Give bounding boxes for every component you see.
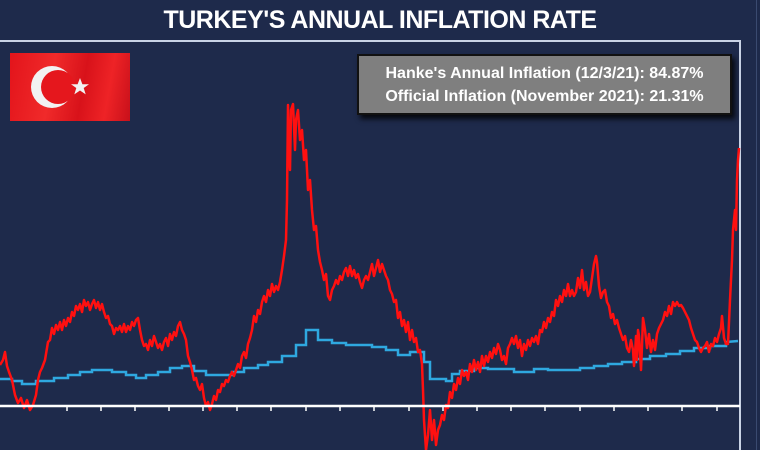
- legend-hanke: Hanke's Annual Inflation (12/3/21): 84.8…: [385, 64, 704, 82]
- chart-title: TURKEY'S ANNUAL INFLATION RATE: [163, 6, 597, 34]
- chart-frame-top: [0, 40, 741, 42]
- legend-official: Official Inflation (November 2021): 21.3…: [385, 87, 704, 105]
- crescent-star-icon: [31, 66, 89, 108]
- official-inflation-line: [0, 328, 739, 386]
- hanke-inflation-line: [0, 102, 741, 450]
- chart-frame-right: [739, 40, 741, 450]
- legend-box: Hanke's Annual Inflation (12/3/21): 84.8…: [357, 54, 732, 115]
- x-axis-ticks: [66, 406, 718, 411]
- turkey-flag: [10, 53, 130, 121]
- outer-border: [756, 0, 757, 450]
